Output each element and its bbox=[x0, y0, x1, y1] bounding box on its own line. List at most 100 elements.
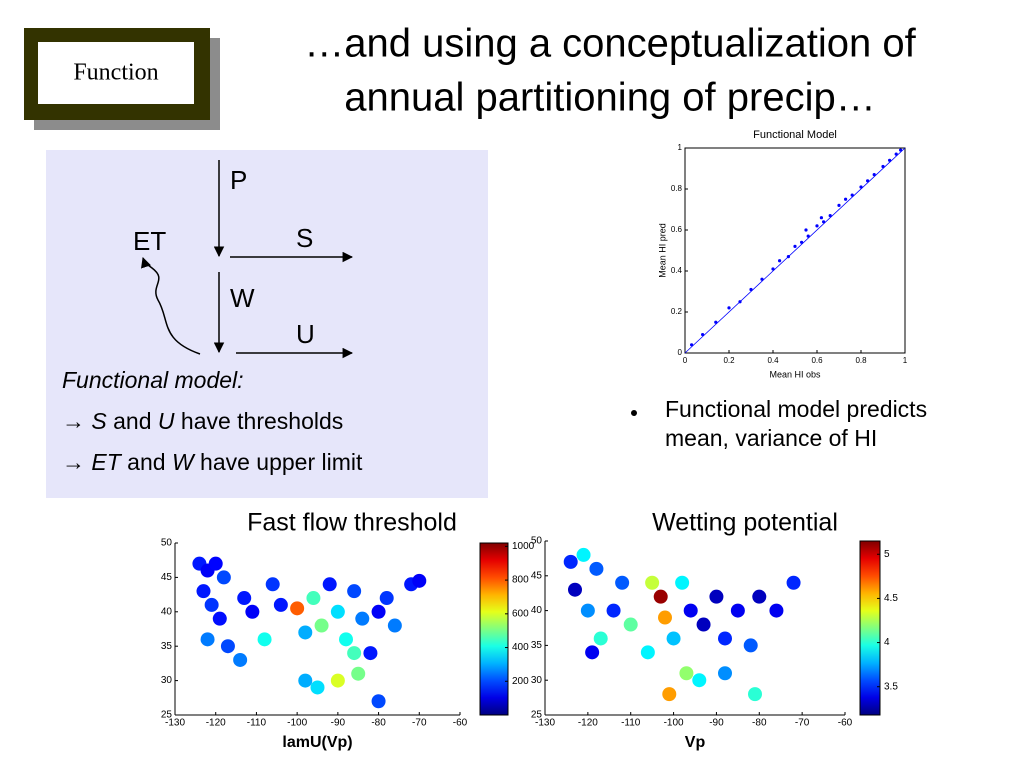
station bbox=[306, 591, 321, 606]
y-tick-label: 0.6 bbox=[671, 225, 683, 234]
station bbox=[314, 618, 329, 633]
station bbox=[330, 673, 345, 688]
station bbox=[245, 604, 260, 619]
title-line: annual partitioning of precip… bbox=[344, 76, 875, 120]
station bbox=[204, 597, 219, 612]
x-tick-label: 0.8 bbox=[855, 356, 867, 365]
colorbar-tick-label: 4.5 bbox=[884, 593, 898, 604]
x-tick-label: -110 bbox=[247, 718, 267, 729]
point bbox=[822, 220, 826, 224]
point bbox=[866, 179, 870, 183]
point bbox=[786, 255, 791, 259]
station bbox=[606, 603, 621, 618]
x-tick-label: -110 bbox=[621, 718, 641, 729]
chart-title: Functional Model bbox=[753, 129, 837, 141]
colorbar-tick-label: 4 bbox=[884, 637, 890, 648]
colorbar-tick-label: 800 bbox=[512, 575, 529, 586]
station bbox=[743, 638, 758, 653]
point bbox=[859, 185, 863, 189]
y-tick-label: 35 bbox=[531, 640, 543, 651]
model-text: ET bbox=[91, 449, 122, 475]
station bbox=[718, 631, 732, 646]
colorbar-tick-label: 5 bbox=[884, 549, 890, 560]
point bbox=[793, 244, 797, 248]
point bbox=[806, 234, 810, 238]
y-tick-label: 25 bbox=[161, 710, 173, 721]
x-tick-label: 0.6 bbox=[811, 356, 823, 365]
point bbox=[800, 240, 804, 244]
station bbox=[683, 603, 698, 618]
x-axis-label: lamU(Vp) bbox=[282, 734, 352, 751]
y-tick-label: 25 bbox=[531, 710, 543, 721]
station bbox=[310, 680, 325, 695]
y-tick-label: 0.4 bbox=[671, 266, 683, 275]
station bbox=[752, 589, 767, 604]
station bbox=[347, 646, 362, 661]
title-line: …and using a conceptualization of bbox=[304, 22, 916, 66]
station bbox=[662, 687, 677, 702]
x-tick-label: 1 bbox=[903, 356, 908, 365]
flux-label: U bbox=[296, 319, 315, 349]
station bbox=[322, 577, 337, 592]
station bbox=[576, 547, 591, 562]
x-tick-label: 0.4 bbox=[767, 356, 779, 365]
point bbox=[690, 343, 694, 347]
model-text: and bbox=[107, 408, 158, 434]
badge-text: Function bbox=[73, 60, 158, 86]
y-axis-label: Mean HI pred bbox=[657, 223, 667, 278]
station bbox=[786, 575, 801, 590]
station bbox=[371, 604, 386, 619]
x-tick-label: 0 bbox=[683, 356, 688, 365]
y-tick-label: 1 bbox=[678, 143, 683, 152]
station bbox=[709, 589, 724, 604]
x-axis-label: Mean HI obs bbox=[769, 369, 821, 379]
station bbox=[696, 617, 711, 632]
station bbox=[769, 603, 784, 618]
station bbox=[718, 666, 732, 681]
model-text: W bbox=[172, 449, 196, 475]
y-tick-label: 45 bbox=[161, 572, 173, 583]
y-tick-label: 35 bbox=[161, 641, 173, 652]
station bbox=[273, 597, 288, 612]
y-tick-label: 45 bbox=[531, 570, 543, 581]
station bbox=[216, 570, 231, 585]
station bbox=[355, 611, 370, 626]
model-line: → S and U have thresholds bbox=[62, 408, 343, 434]
model-line: → ET and W have upper limit bbox=[62, 449, 363, 475]
y-tick-label: 0.2 bbox=[671, 307, 683, 316]
x-tick-label: -60 bbox=[838, 718, 853, 729]
station bbox=[589, 561, 604, 576]
station bbox=[658, 610, 672, 625]
point bbox=[850, 193, 854, 197]
flux-label: S bbox=[296, 223, 313, 253]
bullet-text: Functional model predicts bbox=[665, 396, 927, 422]
station bbox=[208, 556, 223, 571]
x-tick-label: -80 bbox=[371, 718, 386, 729]
flux-label: P bbox=[230, 165, 247, 195]
x-tick-label: -90 bbox=[709, 718, 724, 729]
station bbox=[265, 577, 280, 592]
colorbar-tick-label: 200 bbox=[512, 676, 529, 687]
model-text: have upper limit bbox=[194, 449, 363, 475]
station bbox=[351, 666, 366, 681]
station bbox=[640, 645, 655, 660]
station bbox=[233, 652, 248, 667]
station bbox=[692, 673, 707, 688]
y-tick-label: 0 bbox=[678, 348, 683, 357]
station bbox=[257, 632, 272, 647]
station bbox=[330, 604, 345, 619]
model-text: and bbox=[121, 449, 172, 475]
y-tick-label: 50 bbox=[531, 536, 543, 547]
y-tick-label: 30 bbox=[531, 675, 543, 686]
station bbox=[730, 603, 745, 618]
station bbox=[220, 639, 235, 654]
station bbox=[212, 611, 227, 626]
x-tick-label: -120 bbox=[206, 718, 226, 729]
station bbox=[748, 687, 762, 702]
x-tick-label: -70 bbox=[795, 718, 810, 729]
station bbox=[379, 591, 394, 606]
colorbar bbox=[479, 542, 509, 716]
diagram-panel bbox=[46, 150, 488, 498]
model-text: U bbox=[158, 408, 175, 434]
point bbox=[888, 158, 892, 162]
